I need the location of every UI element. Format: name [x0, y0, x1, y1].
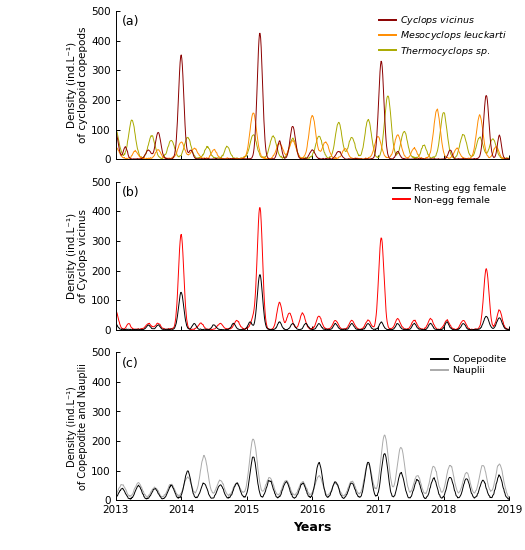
Text: (a): (a)	[121, 15, 139, 29]
Legend: Resting egg female, Non-egg female: Resting egg female, Non-egg female	[393, 184, 507, 206]
Y-axis label: Density (ind.L⁻¹)
of Cyclops vicinus: Density (ind.L⁻¹) of Cyclops vicinus	[67, 209, 88, 302]
X-axis label: Years: Years	[293, 521, 332, 534]
Y-axis label: Density (ind.L⁻¹)
of cyclopoid copepods: Density (ind.L⁻¹) of cyclopoid copepods	[67, 27, 88, 144]
Y-axis label: Density (ind.L⁻¹)
of Copepodite and Nauplii: Density (ind.L⁻¹) of Copepodite and Naup…	[67, 363, 88, 490]
Legend: $Cyclops$ $vicinus$, $Mesocyclops$ $leuckarti$, $Thermocyclops$ $sp.$: $Cyclops$ $vicinus$, $Mesocyclops$ $leuc…	[378, 13, 507, 58]
Text: (b): (b)	[121, 186, 139, 199]
Legend: Copepodite, Nauplii: Copepodite, Nauplii	[430, 354, 507, 376]
Text: (c): (c)	[121, 356, 138, 370]
